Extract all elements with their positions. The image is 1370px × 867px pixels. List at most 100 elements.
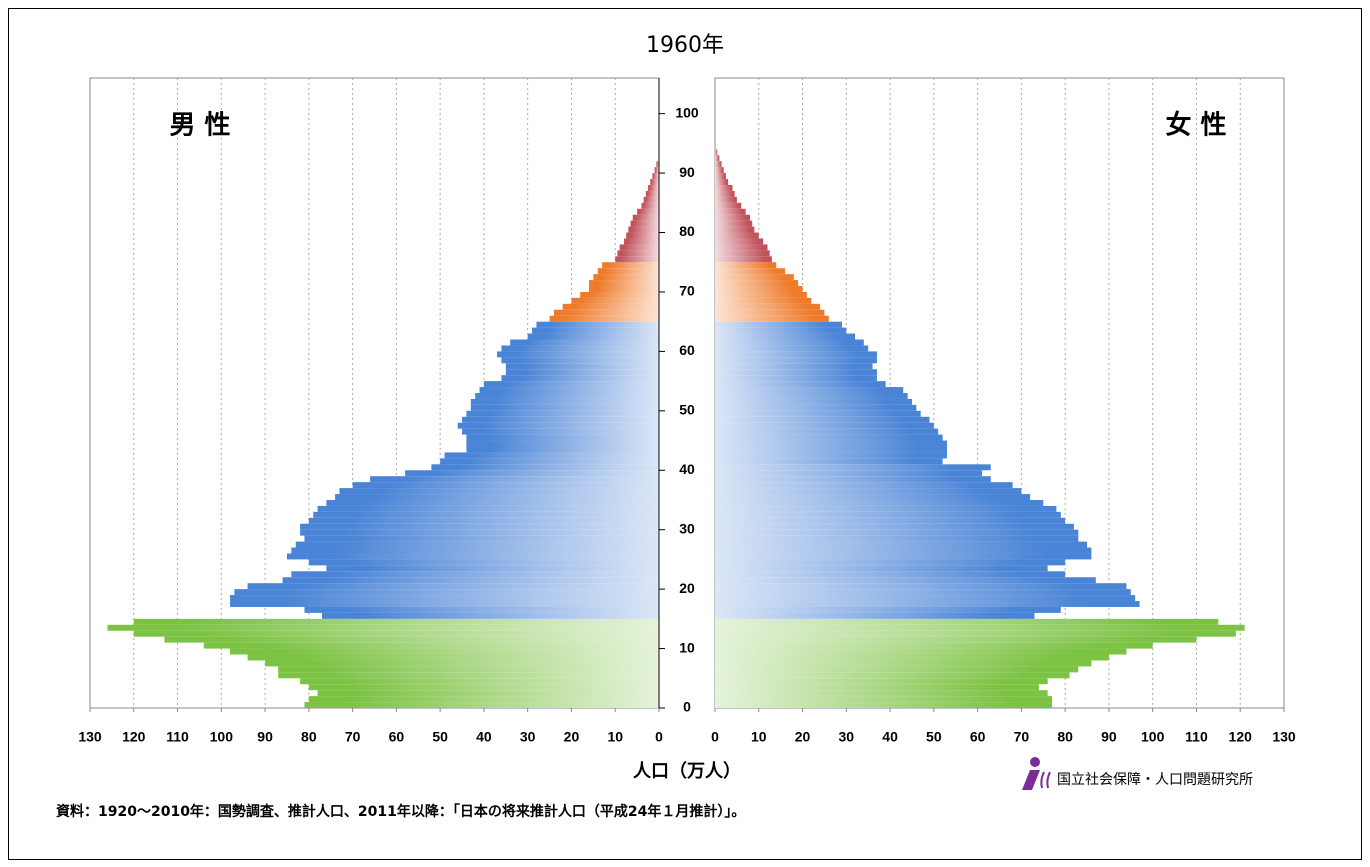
bar: [470, 398, 659, 405]
bar: [715, 202, 742, 209]
bar: [654, 167, 659, 174]
x-tick-label: 120: [122, 729, 146, 745]
bar: [431, 464, 659, 471]
bar: [715, 280, 799, 287]
bar: [588, 280, 659, 287]
bar: [650, 179, 659, 185]
bar: [715, 357, 877, 364]
bar: [715, 250, 770, 257]
bar: [715, 624, 1245, 631]
bar: [715, 517, 1066, 524]
bar: [715, 511, 1061, 518]
bar: [715, 648, 1127, 655]
x-tick-label: 120: [1229, 729, 1253, 745]
bar: [715, 612, 1035, 619]
bar: [715, 696, 1053, 703]
bar: [265, 660, 659, 667]
bar: [405, 470, 659, 477]
bar: [715, 464, 991, 471]
bar: [715, 494, 1031, 500]
bar: [652, 173, 659, 180]
bar: [462, 428, 659, 435]
bar: [278, 666, 659, 673]
bar: [715, 393, 908, 399]
x-tick-label: 90: [257, 729, 273, 745]
bar: [715, 333, 856, 340]
bar: [203, 642, 660, 649]
bar: [715, 583, 1127, 590]
bar: [133, 618, 659, 625]
logo-icon: [1022, 757, 1051, 790]
bar: [602, 262, 659, 269]
bar: [588, 286, 659, 292]
bar: [715, 565, 1048, 572]
bar: [571, 297, 659, 304]
bar: [527, 333, 659, 340]
y-tick-label: 0: [683, 699, 691, 715]
bar: [715, 470, 982, 477]
bar: [286, 553, 659, 560]
bar: [715, 363, 873, 370]
bar: [479, 387, 659, 393]
bar: [715, 482, 1013, 489]
bar: [339, 488, 659, 495]
x-tick-label: 30: [520, 729, 536, 745]
bar: [715, 571, 1066, 578]
bar: [536, 321, 659, 328]
bar: [643, 196, 659, 203]
y-tick-label: 30: [679, 520, 695, 536]
bar: [466, 434, 659, 441]
bar: [475, 393, 659, 399]
bar: [291, 571, 659, 578]
bar: [715, 244, 768, 251]
bar: [457, 422, 659, 429]
bar: [715, 547, 1092, 554]
x-tick-label: 0: [711, 729, 719, 745]
bar: [532, 327, 659, 334]
bar: [715, 315, 829, 322]
bar: [715, 381, 886, 388]
bar: [715, 149, 718, 156]
x-tick-label: 70: [1014, 729, 1030, 745]
bar: [597, 268, 659, 275]
bar: [715, 559, 1066, 566]
bar: [715, 345, 869, 352]
bar: [715, 636, 1197, 643]
bar: [300, 523, 659, 530]
bar: [715, 155, 720, 162]
y-tick-label: 40: [679, 461, 695, 477]
bar: [648, 184, 659, 191]
bar: [715, 606, 1061, 613]
bar: [107, 624, 659, 631]
bar: [615, 256, 659, 263]
bar: [295, 541, 659, 548]
bar: [715, 488, 1022, 495]
bar: [549, 315, 659, 322]
bar: [715, 167, 724, 174]
bar: [501, 345, 659, 352]
bar: [715, 196, 737, 203]
bar: [501, 375, 659, 382]
bar: [715, 404, 917, 411]
bar: [715, 387, 904, 393]
bar: [715, 321, 842, 328]
bar: [466, 446, 659, 453]
bar: [440, 458, 659, 465]
bar: [715, 535, 1079, 542]
bar: [715, 630, 1236, 637]
bar: [715, 214, 751, 221]
bar: [715, 678, 1048, 685]
bar: [715, 654, 1109, 661]
bar: [230, 601, 660, 607]
bar: [304, 535, 659, 542]
bar: [466, 440, 659, 447]
bar: [317, 505, 659, 512]
bar: [580, 291, 659, 298]
bar: [628, 226, 659, 233]
x-axis-title: 人口（万人）: [633, 761, 741, 782]
bar: [715, 505, 1057, 512]
bar: [715, 268, 786, 275]
bar: [321, 612, 659, 619]
bar: [715, 702, 1053, 708]
bar: [444, 452, 659, 459]
